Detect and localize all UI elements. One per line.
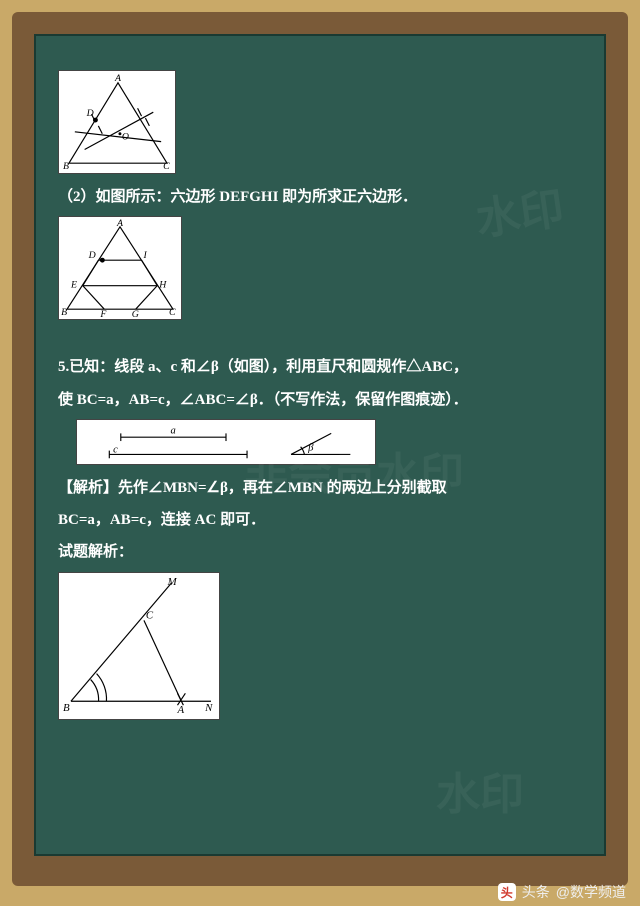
paragraph: 使 BC=a，AB=c，∠ABC=∠β．（不写作法，保留作图痕迹）．	[58, 387, 582, 413]
label-F: F	[99, 309, 107, 320]
figure-construction: B N M C A	[58, 572, 220, 720]
label-H: H	[158, 280, 167, 291]
label-D: D	[88, 250, 96, 261]
label-A: A	[114, 73, 122, 84]
figure-segments: a c β	[76, 419, 376, 465]
label-B: B	[63, 161, 69, 172]
label-G: G	[132, 309, 139, 320]
label-B: B	[63, 702, 70, 714]
label-D: D	[86, 108, 94, 119]
label-a: a	[171, 425, 176, 436]
label-M: M	[167, 575, 178, 587]
attribution: 头 头条 @数学频道	[498, 882, 626, 902]
wood-frame: 水印 非会员水印 水印 A B C D O （2）如图所示：六边形 DEF	[12, 12, 628, 886]
paragraph: 试题解析：	[58, 539, 582, 565]
label-B: B	[61, 307, 67, 318]
paragraph: 【解析】先作∠MBN=∠β，再在∠MBN 的两边上分别截取	[58, 475, 582, 501]
label-I: I	[143, 250, 148, 261]
spacer	[58, 330, 582, 348]
figure-triangle-1: A B C D O	[58, 70, 176, 174]
label-E: E	[70, 280, 77, 291]
paragraph: （2）如图所示：六边形 DEFGHI 即为所求正六边形．	[58, 184, 582, 210]
label-C: C	[163, 161, 170, 172]
label-A: A	[116, 218, 124, 229]
label-A: A	[176, 704, 184, 716]
label-O: O	[122, 132, 129, 143]
label-N: N	[204, 702, 213, 714]
label-C: C	[169, 307, 176, 318]
attribution-prefix: 头条	[522, 882, 550, 902]
attribution-handle: @数学频道	[556, 882, 626, 902]
watermark: 水印	[436, 756, 524, 833]
paragraph: BC=a，AB=c，连接 AC 即可．	[58, 507, 582, 533]
figure-hexagon: A B C D I E H F G	[58, 216, 182, 320]
chalkboard: 水印 非会员水印 水印 A B C D O （2）如图所示：六边形 DEF	[34, 34, 606, 856]
paragraph: 5.已知：线段 a、c 和∠β（如图），利用直尺和圆规作△ABC，	[58, 354, 582, 380]
label-C: C	[146, 609, 154, 621]
label-beta: β	[307, 442, 314, 453]
toutiao-icon: 头	[498, 883, 516, 901]
label-c: c	[113, 444, 118, 455]
